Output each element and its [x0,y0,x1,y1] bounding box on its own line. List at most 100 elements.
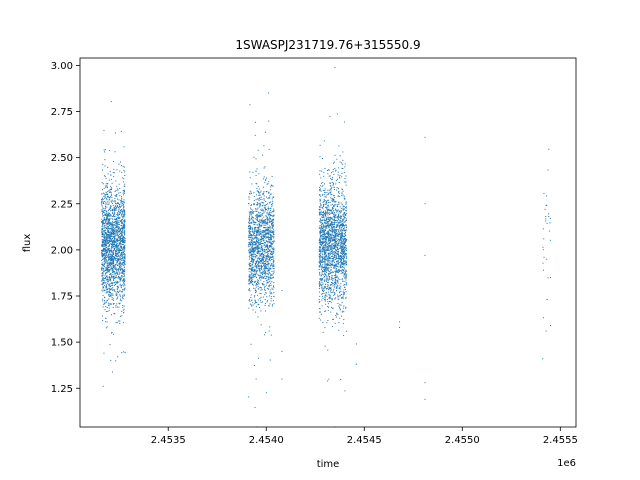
data-point [324,251,326,253]
data-point [249,257,251,259]
data-point [268,305,270,307]
data-point [123,236,125,238]
data-point [319,257,321,259]
data-point [323,200,325,202]
data-point [115,242,117,244]
data-point [323,245,325,247]
data-point [327,249,329,251]
data-point [322,249,324,251]
data-point [271,225,273,227]
data-point [328,227,330,229]
data-point [265,207,266,209]
data-point [106,245,108,247]
data-point [112,256,114,258]
data-point [116,234,118,236]
data-point [269,215,271,217]
data-point [250,260,252,262]
data-point [111,233,113,235]
data-point [255,273,257,275]
data-point [120,278,122,280]
data-point [337,195,339,197]
data-point [257,249,259,251]
data-point [259,191,261,193]
data-point [273,251,275,253]
data-point [270,284,272,286]
data-point [109,223,111,224]
data-point [341,246,343,248]
data-point [123,282,125,284]
data-point [344,287,346,289]
data-point [106,203,108,205]
data-point [264,287,266,289]
data-point [333,224,335,226]
data-point [103,223,105,225]
data-point [327,212,329,214]
data-point [113,261,115,263]
data-point [332,251,334,253]
data-point [267,206,269,208]
data-point [263,334,265,336]
data-point [339,239,341,241]
data-point [338,219,340,221]
data-point [318,189,320,191]
data-point [254,238,256,240]
data-point [264,278,266,280]
data-point [257,149,259,151]
data-point [123,261,124,263]
data-point [112,264,114,266]
data-point [266,259,268,261]
data-point [261,276,263,278]
data-point [321,222,323,224]
data-point [270,234,272,236]
data-point [118,237,120,239]
data-point [249,193,251,195]
data-point [337,243,339,245]
data-point [337,238,339,240]
data-point [121,239,123,241]
data-point [345,296,347,298]
data-point [104,227,106,229]
data-point [269,197,271,199]
data-point [257,243,259,245]
data-point [270,186,272,188]
data-point [258,221,260,223]
data-point [115,268,117,270]
data-point [111,256,113,258]
data-point [121,197,123,199]
data-point [332,198,334,200]
data-point [319,311,321,313]
data-point [323,213,325,215]
data-point [272,228,274,230]
data-point [336,113,338,115]
data-point [116,294,118,296]
data-point [107,234,109,236]
data-point [331,235,333,237]
data-point [103,236,105,238]
data-point [256,242,258,244]
data-point [115,226,117,228]
data-point [110,249,112,251]
data-point [329,300,331,302]
data-point [107,231,109,233]
data-point [319,185,321,187]
data-point [117,246,119,248]
data-point [343,293,345,295]
data-point [103,241,105,243]
data-point [261,230,263,232]
data-point [332,251,334,253]
data-point [329,249,331,251]
data-point [123,248,125,250]
data-point [324,262,326,264]
data-point [254,121,256,123]
data-point [340,267,342,269]
data-point [105,197,107,199]
data-point [269,257,271,259]
data-point [336,313,338,315]
data-point [323,270,325,272]
data-point [259,212,261,214]
data-point [273,303,275,305]
data-point [255,272,257,274]
data-point [256,241,258,243]
data-point [101,246,103,248]
data-point [249,242,251,244]
